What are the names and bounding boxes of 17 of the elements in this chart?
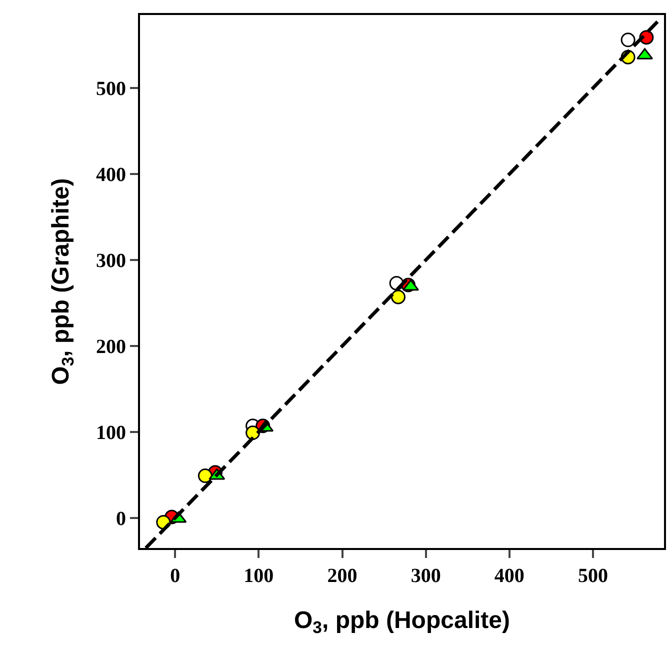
y-tick-label: 300 bbox=[96, 250, 126, 272]
y-tick-label: 200 bbox=[96, 336, 126, 358]
x-axis-title: O$_{3}$, ppb (Hopcalite) bbox=[294, 606, 510, 637]
y-tick-label: 500 bbox=[96, 78, 126, 100]
x-tick-label: 500 bbox=[578, 565, 608, 587]
point bbox=[620, 32, 636, 48]
x-tick-label: 200 bbox=[327, 565, 358, 587]
y-tick-label: 0 bbox=[116, 508, 126, 530]
point bbox=[390, 290, 406, 304]
point bbox=[198, 468, 212, 484]
x-tick-label: 400 bbox=[494, 565, 524, 587]
x-tick-label: 300 bbox=[410, 565, 441, 587]
point bbox=[402, 279, 420, 291]
y-tick-label: 400 bbox=[96, 164, 126, 186]
x-tick-label: 100 bbox=[244, 565, 274, 587]
y-tick-label: 100 bbox=[96, 422, 126, 444]
x-tick-label: 0 bbox=[170, 565, 180, 587]
